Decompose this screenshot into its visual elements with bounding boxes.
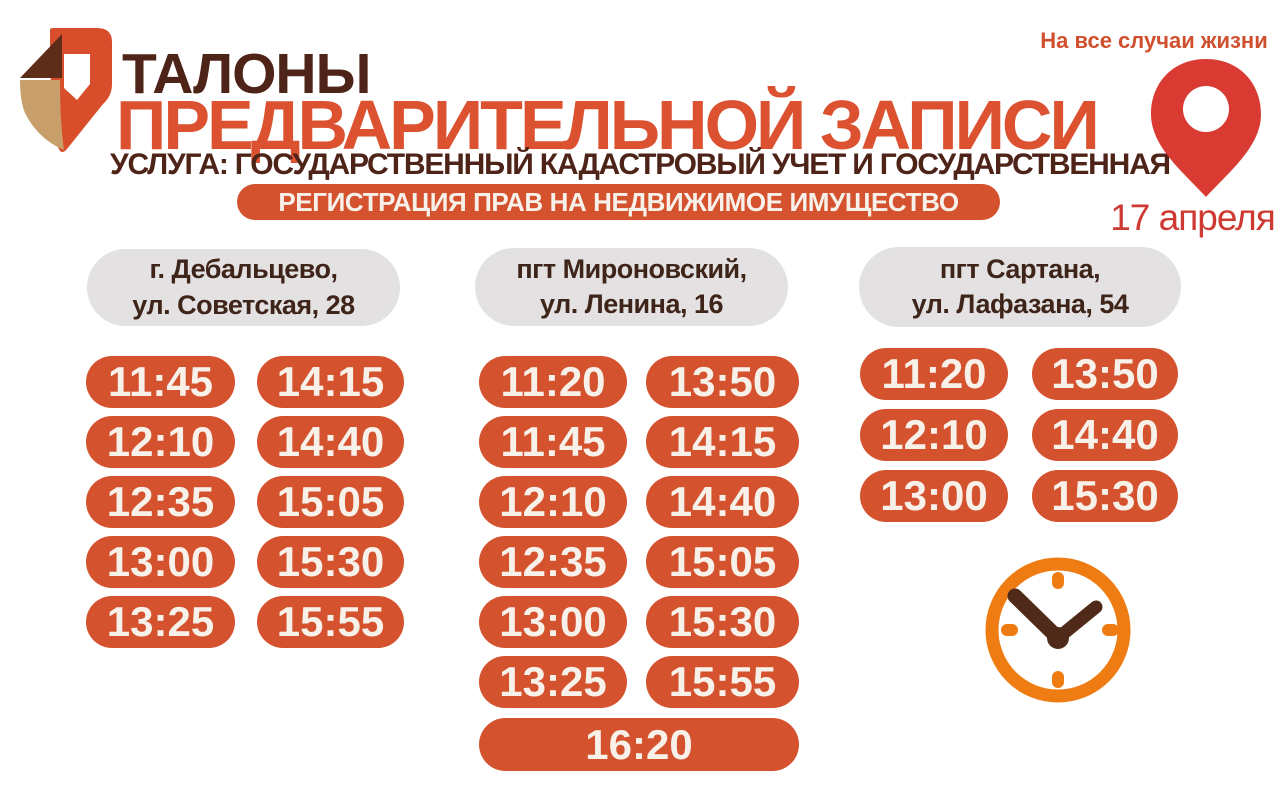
service-badge: РЕГИСТРАЦИЯ ПРАВ НА НЕДВИЖИМОЕ ИМУЩЕСТВО [237, 184, 1000, 220]
location-address: ул. Советская, 28 [132, 289, 355, 320]
time-slot: 15:30 [646, 596, 799, 648]
time-slot-wide: 16:20 [479, 718, 799, 771]
time-slot: 12:10 [479, 476, 627, 528]
time-slot: 15:05 [646, 536, 799, 588]
times-grid-debaltsevo: 11:45 14:15 12:10 14:40 12:35 15:05 13:00 15:30… [86, 356, 404, 648]
location-header-mironovsky: пгт Мироновский, ул. Ленина, 16 [475, 248, 788, 326]
times-grid-sartana: 11:20 13:50 12:10 14:40 13:00 15:30 [860, 348, 1178, 522]
time-slot: 14:15 [257, 356, 404, 408]
location-name: пгт Мироновский, [516, 253, 747, 284]
time-slot: 13:00 [479, 596, 627, 648]
time-slot: 15:55 [646, 656, 799, 708]
time-slot: 11:20 [479, 356, 627, 408]
poster-title-line1: ТАЛОНЫ [122, 42, 371, 106]
location-header-sartana: пгт Сартана, ул. Лафазана, 54 [859, 247, 1181, 327]
time-slot: 11:45 [479, 416, 627, 468]
date-label: 17 апреля [1110, 197, 1276, 238]
time-slot: 13:25 [86, 596, 235, 648]
time-slot: 12:35 [479, 536, 627, 588]
time-slot: 12:10 [860, 409, 1008, 461]
time-slot: 12:35 [86, 476, 235, 528]
location-address: ул. Лафазана, 54 [911, 289, 1129, 319]
service-description: УСЛУГА: ГОСУДАРСТВЕННЫЙ КАДАСТРОВЫЙ УЧЕТ… [110, 148, 1171, 181]
mfc-logo [20, 28, 112, 153]
time-slot: 14:15 [646, 416, 799, 468]
time-slot: 15:05 [257, 476, 404, 528]
time-slot: 13:50 [1032, 348, 1178, 400]
logo-tan-shape [20, 80, 64, 150]
time-slot: 14:40 [257, 416, 404, 468]
location-name: г. Дебальцево, [149, 254, 338, 285]
time-slot: 15:30 [1032, 470, 1178, 522]
time-slot: 15:30 [257, 536, 404, 588]
time-slot: 12:10 [86, 416, 235, 468]
time-slot: 14:40 [1032, 409, 1178, 461]
time-slot: 13:00 [86, 536, 235, 588]
logo-notch [64, 54, 90, 100]
time-slot: 13:25 [479, 656, 627, 708]
location-name: пгт Сартана, [939, 253, 1101, 284]
poster-title-line2: ПРЕДВАРИТЕЛЬНОЙ ЗАПИСИ [116, 86, 1100, 164]
time-slot: 11:20 [860, 348, 1008, 400]
location-header-debaltsevo: г. Дебальцево, ул. Советская, 28 [87, 249, 400, 326]
logo-triangle-brown [20, 34, 62, 78]
time-slot: 11:45 [86, 356, 235, 408]
time-slot: 14:40 [646, 476, 799, 528]
times-grid-mironovsky: 11:20 13:50 11:45 14:15 12:10 14:40 12:35 15:05… [479, 356, 799, 771]
location-address: ул. Ленина, 16 [539, 289, 724, 319]
time-slot: 15:55 [257, 596, 404, 648]
time-slot: 13:50 [646, 356, 799, 408]
clock-icon [985, 557, 1131, 703]
tagline: На все случаи жизни [1040, 28, 1268, 53]
location-pin-icon [1151, 59, 1261, 197]
time-slot: 13:00 [860, 470, 1008, 522]
